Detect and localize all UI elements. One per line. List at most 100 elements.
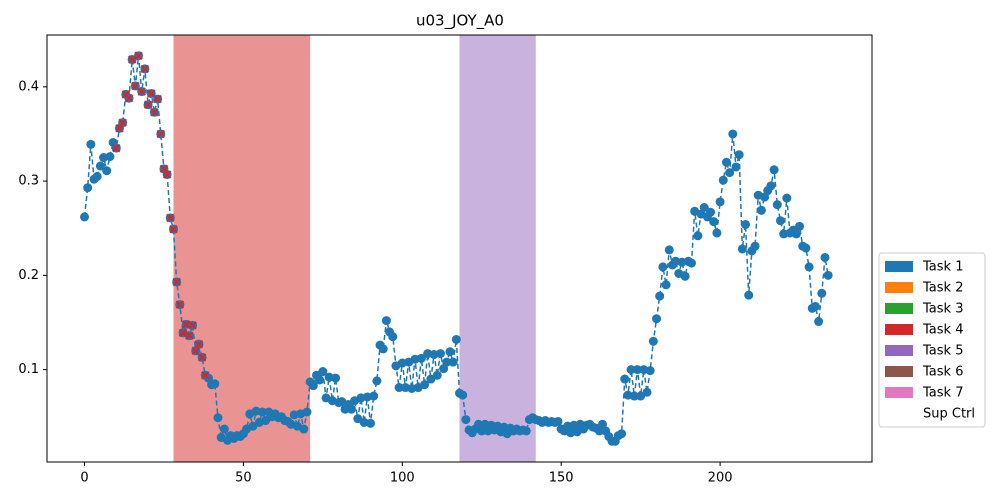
data-point xyxy=(801,243,811,253)
data-point xyxy=(795,221,805,231)
data-point xyxy=(731,162,741,172)
legend-label: Task 5 xyxy=(922,344,963,359)
data-point xyxy=(728,129,738,139)
legend-label: Task 2 xyxy=(922,281,963,296)
data-point xyxy=(617,429,627,439)
y-tick-label: 0.3 xyxy=(18,174,39,189)
data-point xyxy=(369,391,379,401)
task-marker xyxy=(175,300,185,309)
task-marker xyxy=(166,213,175,223)
data-point xyxy=(315,375,325,385)
data-point xyxy=(451,334,461,344)
data-point xyxy=(810,301,820,311)
data-point xyxy=(658,262,668,272)
data-point xyxy=(372,376,382,386)
task-marker xyxy=(178,328,188,338)
data-point xyxy=(709,217,719,227)
data-point xyxy=(661,280,671,290)
data-point xyxy=(445,347,455,357)
data-point xyxy=(432,370,442,380)
plot-frame xyxy=(46,34,873,463)
data-point xyxy=(331,373,341,383)
data-point xyxy=(721,157,731,167)
legend-label: Sup Ctrl xyxy=(923,407,975,422)
data-point xyxy=(734,150,744,160)
task-marker xyxy=(197,353,207,362)
data-point xyxy=(645,366,655,376)
task-marker xyxy=(159,164,169,174)
data-point xyxy=(461,415,471,425)
legend-label: Task 7 xyxy=(922,386,963,401)
data-point xyxy=(420,380,430,390)
task-marker xyxy=(150,108,159,117)
task-marker xyxy=(172,277,181,287)
x-tick-label: 200 xyxy=(708,471,733,486)
task-marker xyxy=(169,224,178,234)
data-point xyxy=(86,139,96,149)
x-tick-label: 0 xyxy=(80,471,88,486)
task-marker xyxy=(188,321,197,330)
data-point xyxy=(378,344,388,354)
data-point xyxy=(620,374,630,384)
data-point xyxy=(804,262,814,272)
data-point xyxy=(92,171,102,181)
data-point xyxy=(655,291,665,301)
data-point xyxy=(775,216,785,226)
data-point xyxy=(715,197,725,207)
legend-swatch xyxy=(885,408,913,419)
task-marker xyxy=(118,118,127,127)
data-point xyxy=(642,387,652,397)
data-point xyxy=(750,241,760,251)
data-point xyxy=(686,258,696,268)
data-point xyxy=(652,314,662,324)
task-marker xyxy=(156,129,165,139)
data-point xyxy=(442,357,452,367)
data-point xyxy=(308,381,318,391)
data-point xyxy=(318,367,328,377)
data-point xyxy=(756,205,766,215)
data-point xyxy=(632,365,642,375)
task-marker xyxy=(137,87,146,96)
data-point xyxy=(381,316,391,326)
legend-swatch xyxy=(885,345,913,356)
task-marker xyxy=(143,100,153,109)
task-marker xyxy=(185,331,194,340)
task-span xyxy=(173,35,311,462)
legend-label: Task 4 xyxy=(922,323,963,338)
data-point xyxy=(814,317,824,327)
task-marker xyxy=(147,89,156,98)
legend-label: Task 3 xyxy=(922,302,963,317)
y-tick-label: 0.2 xyxy=(18,268,39,283)
data-point xyxy=(706,207,716,217)
task-marker xyxy=(194,339,204,349)
task-span xyxy=(459,35,536,462)
y-tick-label: 0.4 xyxy=(18,79,39,94)
data-point xyxy=(105,152,115,162)
data-point xyxy=(80,212,89,222)
data-point xyxy=(699,202,709,212)
data-point xyxy=(791,229,801,239)
task-marker xyxy=(140,64,150,74)
data-point xyxy=(219,424,229,434)
data-point xyxy=(680,271,690,281)
task-marker xyxy=(127,55,137,64)
task-marker xyxy=(191,346,200,355)
data-point xyxy=(782,193,792,203)
data-point xyxy=(210,379,220,389)
chart-title: u03_JOY_A0 xyxy=(416,12,504,31)
data-point xyxy=(712,228,722,238)
data-point xyxy=(725,168,735,178)
data-point xyxy=(416,353,426,363)
data-point xyxy=(820,252,830,262)
data-point xyxy=(629,391,639,401)
legend-swatch xyxy=(885,366,913,377)
data-point xyxy=(521,426,531,436)
data-point xyxy=(388,332,398,342)
task-marker xyxy=(112,143,121,153)
y-tick-label: 0.1 xyxy=(18,362,39,377)
data-point xyxy=(95,161,105,171)
data-point xyxy=(817,288,827,298)
data-point xyxy=(299,424,309,434)
legend-swatch xyxy=(885,303,913,314)
